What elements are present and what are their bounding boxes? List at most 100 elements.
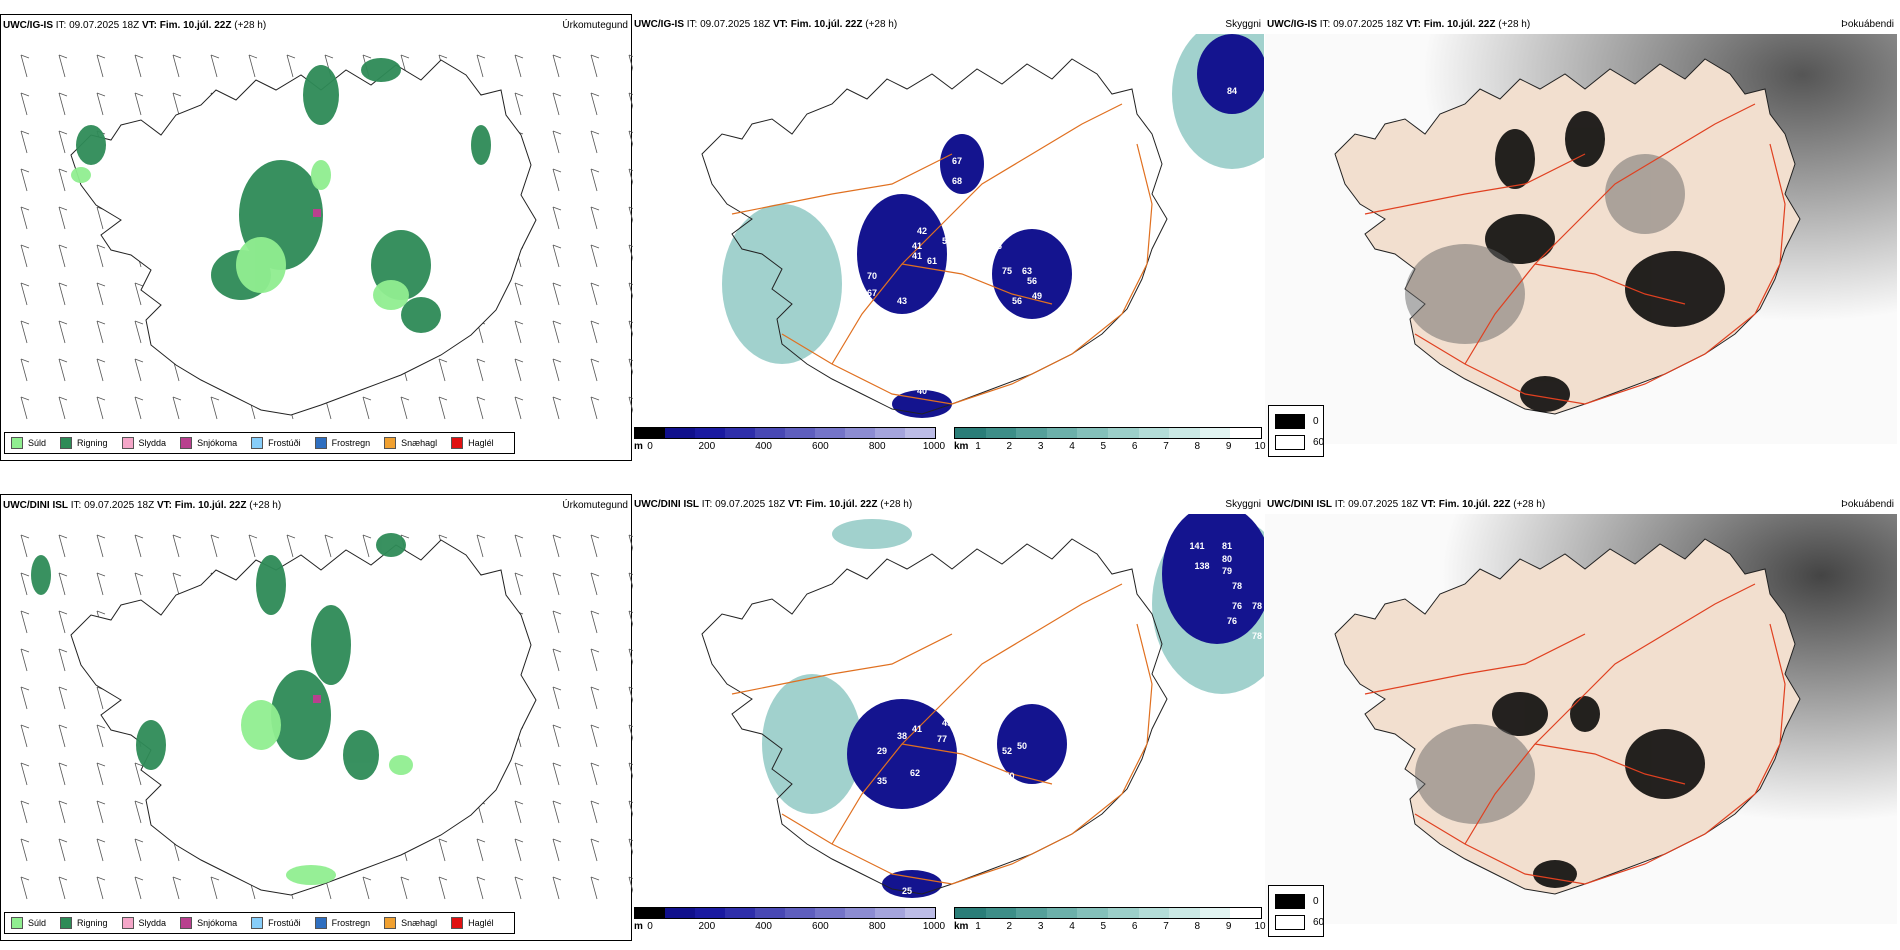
precip-panel-row2: UWC/DINI ISL IT: 09.07.2025 18Z VT: Fim.… [0, 494, 633, 941]
wind-barb [210, 534, 218, 558]
wind-barb-flag [514, 534, 524, 539]
colorbar-tick-label: 3 [1037, 441, 1044, 452]
colorbar-tick-label: 8 [1194, 441, 1201, 452]
wind-barb [58, 800, 66, 824]
wind-barb [58, 876, 66, 900]
wind-barb [552, 762, 560, 786]
wind-barb [134, 54, 142, 78]
wind-barb-flag [552, 206, 562, 211]
wind-barb-flag [590, 206, 600, 211]
ceiling-value-label: 76 [1232, 601, 1242, 611]
wind-barb-flag [172, 92, 182, 97]
wind-barb [552, 168, 560, 192]
colorbar-step [875, 908, 905, 918]
wind-barb-flag [590, 572, 600, 577]
precip-legend: Súld Rigning Slydda Snjókoma Frostúði Frostre… [4, 432, 515, 454]
fog-panel-row1: UWC/IG-IS IT: 09.07.2025 18Z VT: Fim. 10… [1265, 14, 1897, 461]
wind-barb-flag [628, 534, 633, 537]
visibility-panel-row1: UWC/IG-IS IT: 09.07.2025 18Z VT: Fim. 10… [632, 14, 1266, 461]
wind-barb-flag [628, 610, 633, 613]
wind-barb-flag [58, 92, 68, 97]
wind-barb-flag [514, 282, 524, 287]
wind-barb-flag [134, 838, 144, 843]
wind-barb-flag [628, 762, 633, 765]
wind-barb [552, 92, 560, 116]
colorbar-step [1046, 908, 1078, 918]
legend-label: Frostúði [268, 438, 301, 448]
wind-barb-flag [20, 168, 30, 173]
wind-barb-flag [552, 396, 562, 401]
colorbar-step [725, 428, 755, 438]
wind-barb [172, 92, 180, 116]
colorbar-tick-label: 400 [755, 921, 772, 932]
wind-barb [590, 610, 598, 634]
wind-barb-flag [552, 876, 562, 881]
colorbar-tick-label: 200 [698, 921, 716, 932]
wind-barb-flag [20, 800, 30, 805]
ceiling-value-label: 52 [942, 236, 952, 246]
wind-barb-flag [514, 396, 524, 401]
panel-title: UWC/DINI ISL IT: 09.07.2025 18Z VT: Fim.… [3, 500, 282, 511]
wind-barb-flag [58, 320, 68, 325]
wind-barb-flag [552, 572, 562, 577]
wind-barb-flag [628, 396, 633, 399]
wind-barb [210, 396, 218, 420]
wind-barb-flag [58, 534, 68, 539]
ceiling-value-label: 52 [1002, 746, 1012, 756]
wind-barb [362, 876, 370, 900]
wind-barb-flag [96, 610, 106, 615]
wind-barb [20, 838, 28, 862]
wind-barb [20, 724, 28, 748]
colorbar-step [635, 428, 665, 438]
ceiling-value-label: 71 [967, 336, 977, 346]
colorbar-step [875, 428, 905, 438]
drizzle-areas [241, 700, 413, 885]
ceiling-value-label: 49 [1032, 291, 1042, 301]
fog-areas [1485, 111, 1725, 412]
wind-barb-flag [134, 572, 144, 577]
colorbar-tick-label: 10 [1254, 441, 1266, 452]
colorbar-tick-label: 9 [1225, 921, 1232, 932]
wind-barb [628, 130, 633, 148]
wind-barb [590, 130, 598, 154]
wind-barb [134, 282, 142, 306]
wind-barb [400, 876, 408, 900]
wind-barb [96, 54, 104, 78]
legend-swatch [60, 437, 73, 449]
wind-barb-flag [20, 358, 30, 363]
wind-barb [628, 54, 633, 72]
colorbar-step [905, 908, 935, 918]
road [1534, 263, 1686, 305]
wind-barb-flag [20, 648, 30, 653]
road [831, 103, 1123, 365]
wind-barb-flag [552, 358, 562, 363]
wind-barb-flag [134, 800, 144, 805]
wind-barb-flag [20, 686, 30, 691]
colorbar-step [845, 428, 875, 438]
colorbar-step [1077, 428, 1108, 438]
colorbar-tick-label: 200 [698, 441, 716, 452]
wind-barb-flag [134, 876, 144, 881]
wind-barb [20, 572, 28, 596]
wind-barb [590, 572, 598, 596]
wind-barb-flag [628, 54, 633, 57]
wind-barb [58, 54, 66, 78]
wind-barb [58, 130, 66, 154]
wind-barb [628, 762, 633, 780]
wind-barb-flag [20, 244, 30, 249]
ceiling-value-label: 68 [892, 331, 902, 341]
legend-swatch [384, 917, 397, 929]
wind-barb-flag [20, 54, 30, 59]
wind-barb [438, 358, 446, 382]
wind-barb-flag [438, 54, 448, 59]
wind-barb-flag [210, 54, 220, 59]
wind-barb [20, 54, 28, 78]
wind-barb-flag [58, 572, 68, 577]
panel-title: UWC/IG-IS IT: 09.07.2025 18Z VT: Fim. 10… [3, 20, 267, 31]
colorbar-step [695, 908, 725, 918]
wind-barb-flag [286, 534, 296, 539]
wind-barb-flag [552, 724, 562, 729]
wind-barb [476, 838, 484, 862]
wind-barb-flag [58, 686, 68, 691]
legend-swatch [11, 437, 23, 449]
